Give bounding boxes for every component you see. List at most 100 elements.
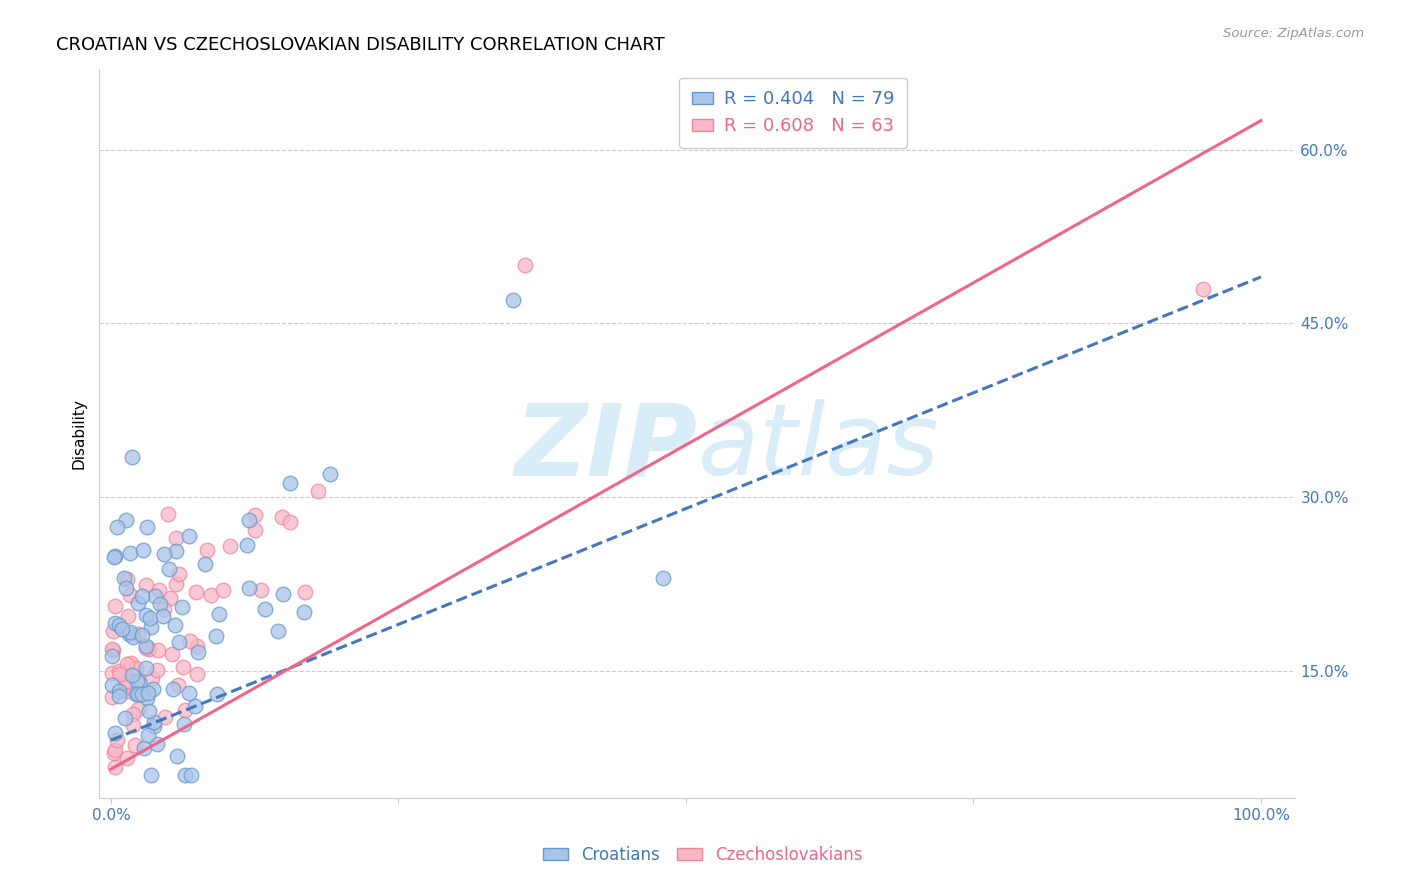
Point [145,738,167,752]
Point [104,743,127,757]
Point [117,680,139,694]
Point [153,710,176,724]
Point [149,597,172,611]
Point [125,687,148,701]
Point [165,544,187,558]
Point [132,543,155,558]
Point [249,583,271,598]
Point [173,768,195,782]
Point [238,581,260,595]
Point [195,542,218,557]
Point [118,624,141,639]
Point [163,618,186,632]
Point [138,642,160,657]
Point [117,674,139,689]
Point [180,768,202,782]
Text: Source: ZipAtlas.com: Source: ZipAtlas.com [1223,27,1364,40]
Point [103,549,125,564]
Point [184,585,207,599]
Point [103,746,125,760]
Text: CROATIAN VS CZECHOSLOVAKIAN DISABILITY CORRELATION CHART: CROATIAN VS CZECHOSLOVAKIAN DISABILITY C… [56,36,665,54]
Point [108,683,131,698]
Point [159,591,181,605]
Point [127,687,149,701]
Point [127,627,149,641]
Point [111,622,134,636]
Point [278,476,301,491]
Point [115,513,138,527]
Point [104,615,127,630]
Point [115,582,138,596]
Point [142,715,165,730]
Point [121,668,143,682]
Point [105,520,128,534]
Point [131,628,153,642]
Point [135,578,157,592]
Point [142,719,165,733]
Point [294,585,316,599]
Point [136,690,159,705]
Point [135,640,157,654]
Point [127,596,149,610]
Point [145,589,167,603]
Point [205,687,228,701]
Point [186,639,208,653]
Point [139,620,162,634]
Point [108,664,131,678]
Point [121,631,143,645]
Point [193,558,215,572]
Legend: R = 0.404   N = 79, R = 0.608   N = 63: R = 0.404 N = 79, R = 0.608 N = 63 [679,78,907,148]
Point [128,674,150,689]
Point [165,577,187,591]
Point [157,562,180,576]
Point [238,513,260,527]
Point [127,701,149,715]
Point [139,768,162,782]
Point [208,607,231,621]
Point [118,627,141,641]
Point [172,660,194,674]
Point [273,587,295,601]
Point [141,671,163,685]
Point [243,524,266,538]
Point [307,484,329,499]
Text: ZIP: ZIP [515,400,697,496]
Point [136,728,159,742]
Point [104,599,127,614]
Point [114,675,136,690]
Point [184,698,207,713]
Point [271,510,294,524]
Point [170,599,193,614]
Point [122,706,145,721]
Point [162,681,184,696]
Point [200,588,222,602]
Point [101,665,124,680]
Legend: Croatians, Czechoslovakians: Croatians, Czechoslovakians [537,839,869,871]
Point [204,629,226,643]
Point [1192,281,1215,295]
Point [138,705,160,719]
Point [148,582,170,597]
Point [117,608,139,623]
Point [124,739,146,753]
Point [177,529,200,543]
Point [162,648,184,662]
Point [110,667,132,681]
Point [114,711,136,725]
Y-axis label: Disability: Disability [72,398,86,468]
Point [115,684,138,698]
Point [146,643,169,657]
Point [120,546,142,560]
Point [101,678,124,692]
Point [104,549,127,563]
Point [135,520,157,534]
Point [211,582,233,597]
Point [135,608,157,623]
Point [152,608,174,623]
Point [652,571,675,585]
Point [513,259,536,273]
Point [118,588,141,602]
Point [243,508,266,523]
Point [169,566,191,581]
Point [115,751,138,765]
